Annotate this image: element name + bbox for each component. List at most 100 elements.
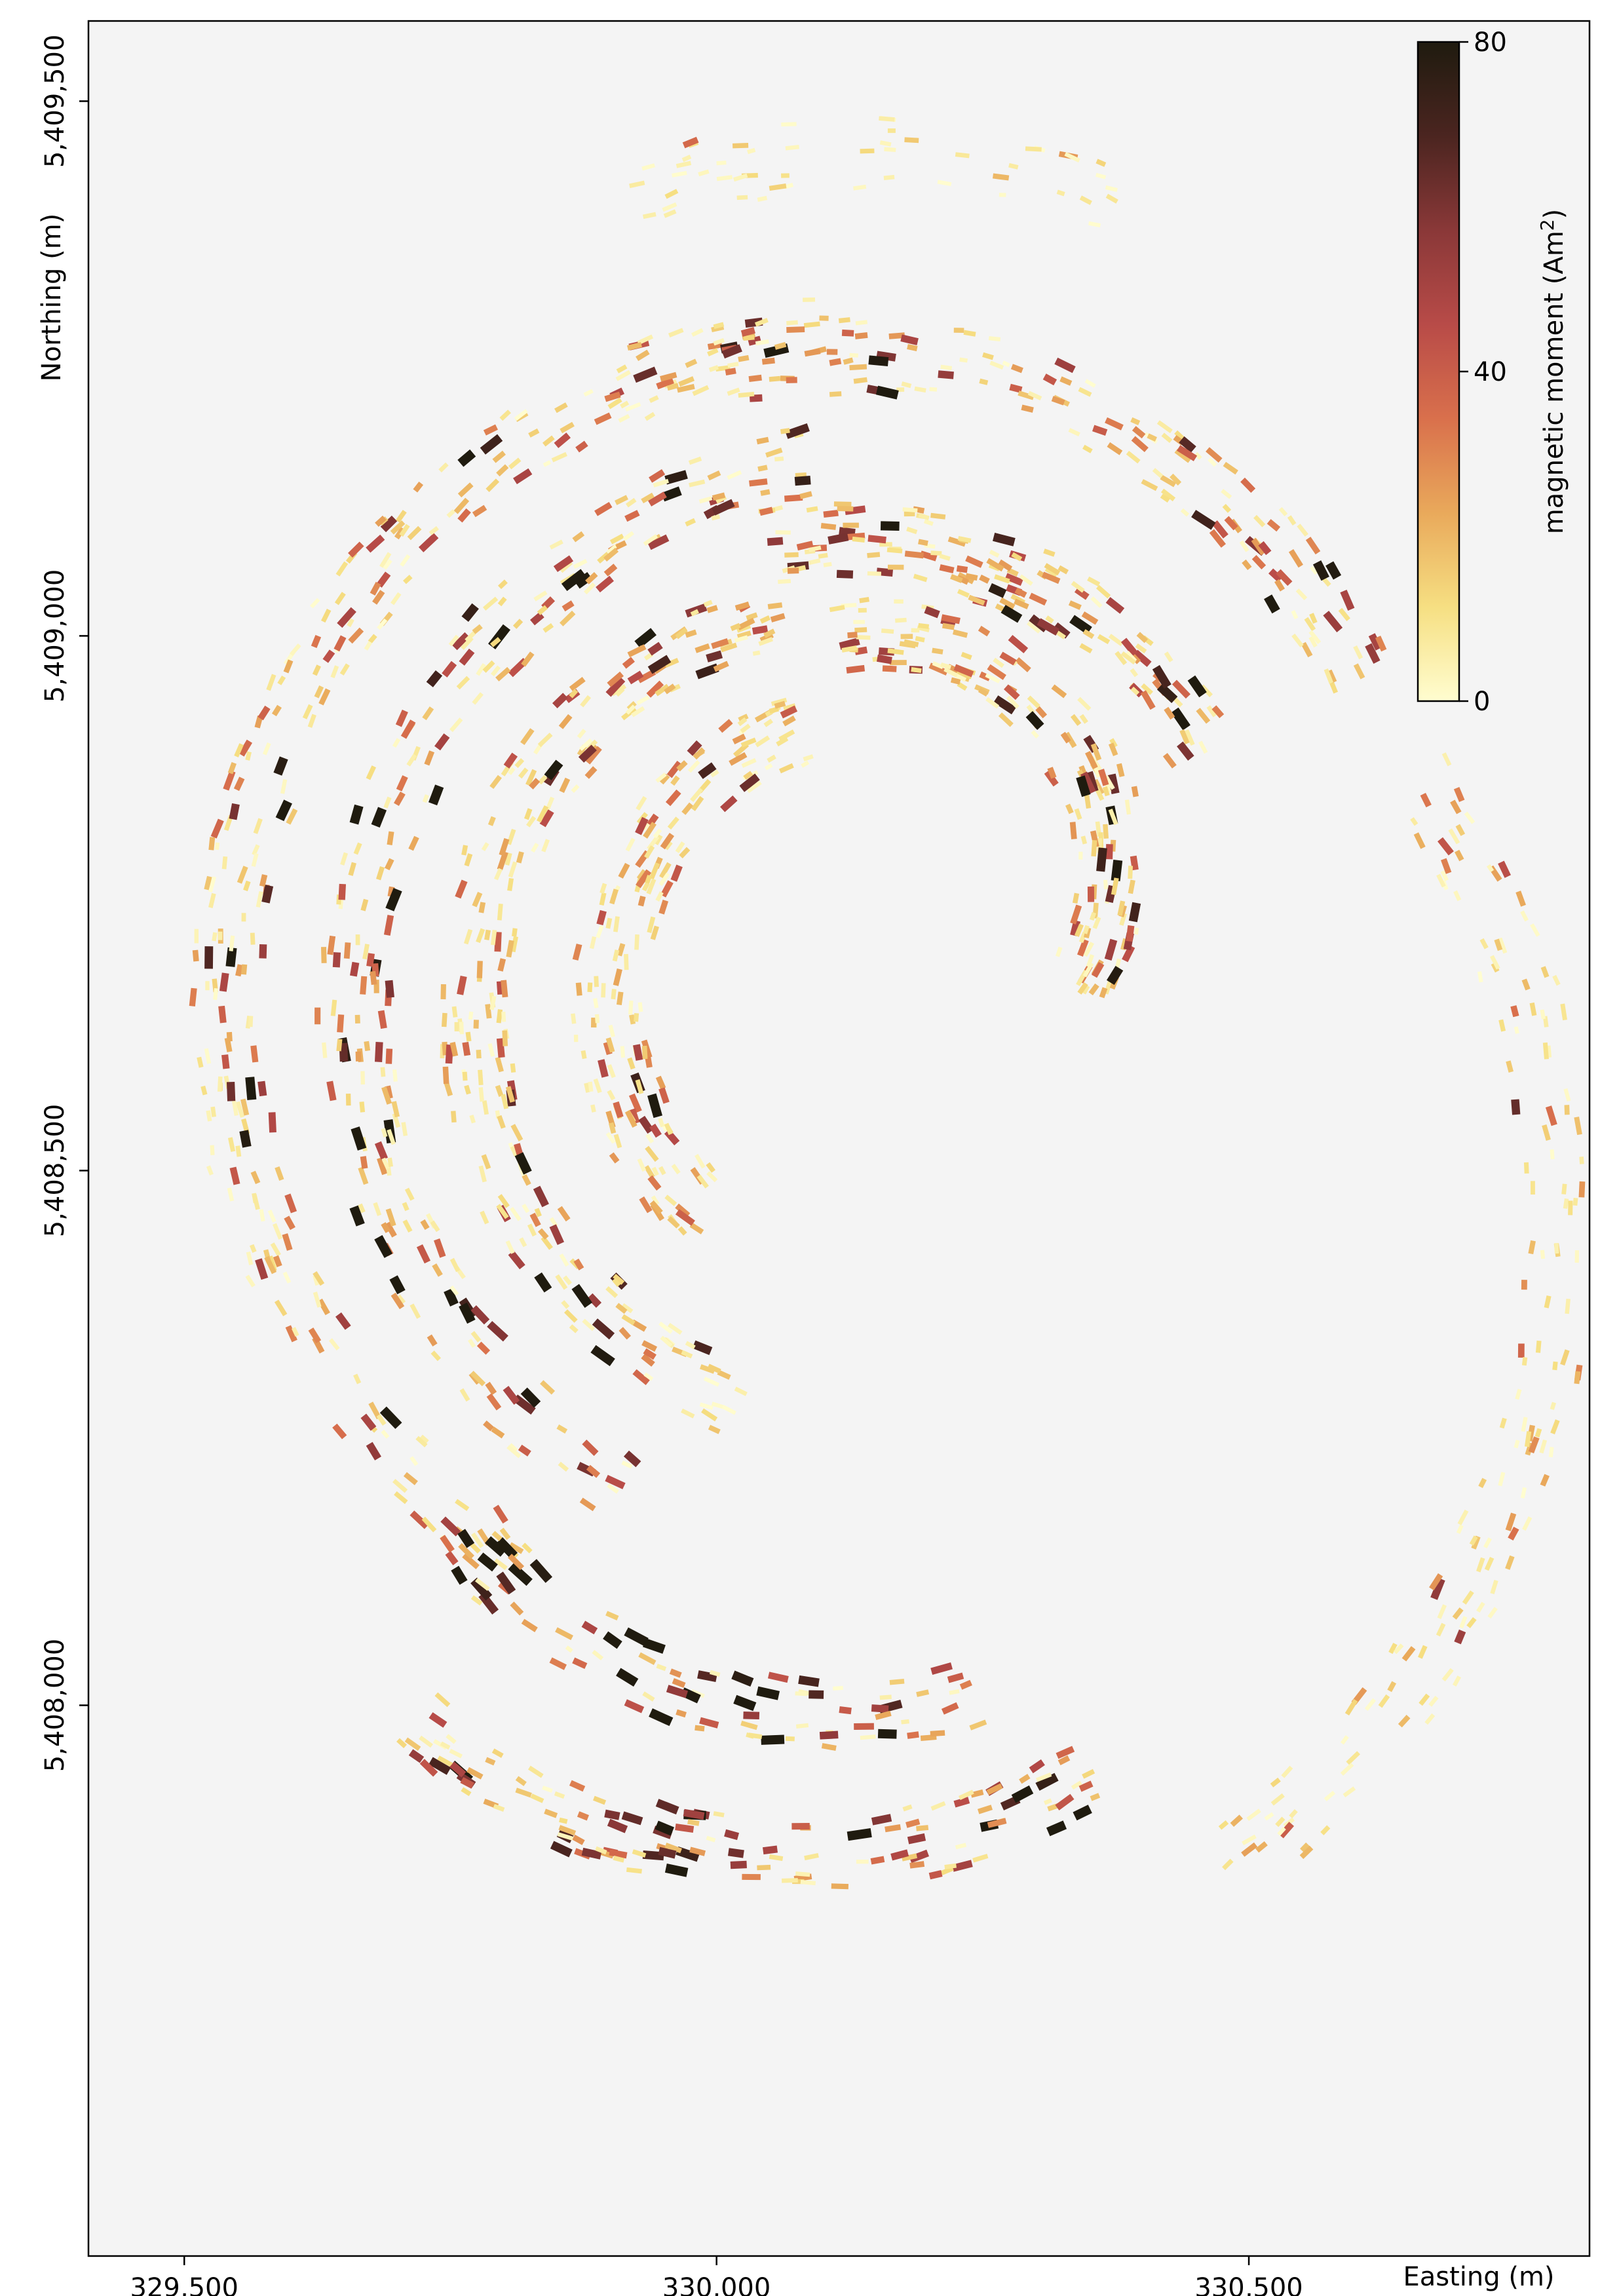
target-marker <box>941 614 961 624</box>
target-marker <box>826 349 838 355</box>
target-marker <box>555 1274 568 1290</box>
target-marker <box>687 1819 700 1826</box>
target-marker <box>645 1133 655 1144</box>
target-marker <box>407 526 422 541</box>
target-marker <box>741 757 757 768</box>
target-marker <box>1222 1858 1234 1871</box>
target-marker <box>366 534 385 553</box>
target-marker <box>689 1846 706 1856</box>
target-marker <box>379 1406 402 1429</box>
target-marker <box>646 680 664 698</box>
target-marker <box>613 1101 624 1119</box>
target-marker <box>1574 1117 1582 1136</box>
target-marker <box>1436 1622 1446 1637</box>
target-marker <box>1021 404 1034 413</box>
target-marker <box>823 510 839 518</box>
target-marker <box>1060 731 1071 744</box>
target-marker <box>415 1436 428 1447</box>
target-marker <box>561 569 586 591</box>
target-marker <box>501 1011 506 1022</box>
target-marker <box>916 1825 929 1831</box>
target-marker <box>1478 1478 1487 1488</box>
target-marker <box>1072 892 1080 904</box>
target-marker <box>1530 1181 1535 1195</box>
target-marker <box>688 456 702 465</box>
target-marker <box>1453 890 1462 902</box>
target-marker <box>1312 560 1329 581</box>
target-marker <box>229 803 240 820</box>
target-marker <box>918 512 930 520</box>
target-marker <box>637 1158 647 1172</box>
target-marker <box>457 449 476 467</box>
target-marker <box>424 750 435 766</box>
target-marker <box>605 1286 619 1299</box>
target-marker <box>671 1164 681 1175</box>
target-marker <box>553 555 574 573</box>
target-marker <box>1160 488 1176 502</box>
target-marker <box>218 1005 227 1024</box>
target-marker <box>1529 1002 1537 1016</box>
target-marker <box>877 654 892 664</box>
target-marker <box>478 1165 487 1183</box>
target-marker <box>676 1846 700 1862</box>
target-marker <box>404 1187 415 1201</box>
target-marker <box>664 683 676 695</box>
target-marker <box>275 799 292 822</box>
target-marker <box>506 828 516 845</box>
target-marker <box>740 326 755 337</box>
target-marker <box>573 559 588 569</box>
target-marker <box>979 574 990 584</box>
target-marker <box>261 885 274 904</box>
target-marker <box>1088 221 1101 228</box>
target-marker <box>904 639 919 647</box>
target-marker <box>540 1380 556 1395</box>
target-marker <box>1278 1822 1295 1839</box>
target-marker <box>428 784 444 806</box>
target-marker <box>448 634 459 647</box>
target-marker <box>958 1789 974 1801</box>
target-marker <box>676 1709 687 1718</box>
target-marker <box>460 1776 474 1789</box>
target-marker <box>902 1804 913 1812</box>
target-marker <box>1499 1417 1507 1429</box>
target-marker <box>907 1731 919 1739</box>
target-marker <box>778 729 795 742</box>
target-marker <box>868 355 889 367</box>
target-marker <box>360 898 369 911</box>
target-marker <box>915 636 925 643</box>
target-marker <box>930 1801 946 1811</box>
target-marker <box>1198 740 1208 754</box>
target-marker <box>275 1166 284 1181</box>
target-marker <box>457 975 467 995</box>
target-marker <box>505 1086 515 1103</box>
target-marker <box>607 1064 616 1079</box>
target-marker <box>1560 1349 1570 1366</box>
target-marker <box>558 1825 577 1836</box>
target-marker <box>1004 573 1023 586</box>
target-marker <box>1179 436 1196 453</box>
target-marker <box>463 928 473 945</box>
target-marker <box>621 1303 634 1314</box>
target-marker <box>259 874 268 887</box>
target-marker <box>689 1222 704 1234</box>
target-marker <box>1179 729 1190 744</box>
target-marker <box>508 1443 518 1452</box>
target-marker <box>989 549 1000 558</box>
target-marker <box>900 634 913 640</box>
target-marker <box>427 1334 438 1347</box>
target-marker <box>360 976 368 995</box>
target-marker <box>624 510 640 522</box>
target-marker <box>396 1294 406 1305</box>
target-marker <box>481 1154 491 1170</box>
target-marker <box>1530 923 1540 937</box>
target-marker <box>229 935 235 951</box>
target-marker <box>449 1257 461 1272</box>
target-marker <box>510 1063 516 1073</box>
target-marker <box>641 1045 648 1060</box>
target-marker <box>655 891 664 902</box>
target-marker <box>1096 847 1107 872</box>
target-marker <box>590 1104 596 1113</box>
target-marker <box>823 562 832 567</box>
target-marker <box>1505 1555 1515 1570</box>
target-marker <box>274 1299 288 1316</box>
